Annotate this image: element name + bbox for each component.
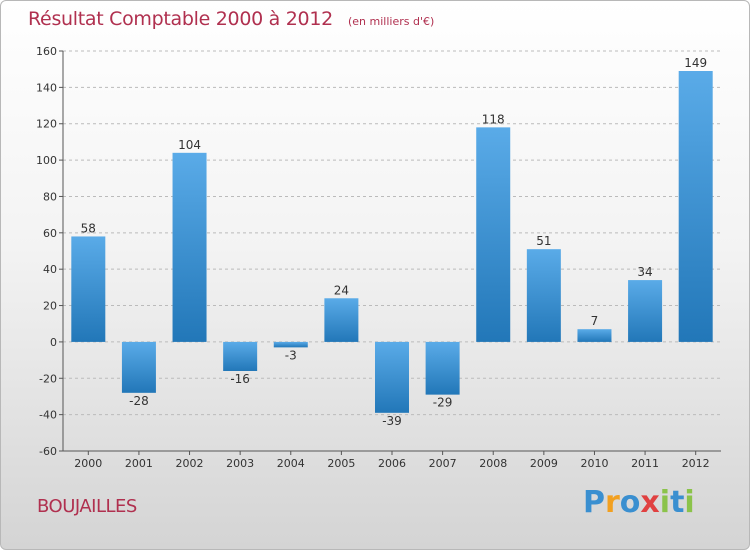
- data-label: 118: [482, 112, 505, 126]
- bar: [577, 329, 612, 342]
- x-tick-label: 2009: [530, 457, 558, 470]
- data-label: 149: [684, 56, 707, 70]
- x-tick-label: 2005: [327, 457, 355, 470]
- data-label: -3: [285, 348, 297, 362]
- y-tick-label: 60: [43, 227, 57, 240]
- bar: [476, 127, 511, 342]
- y-tick-label: 120: [36, 118, 57, 131]
- y-tick-label: -60: [39, 445, 57, 458]
- axes: -60 -40 -20 0 20 40 60 80 100 120 140 160 2000 2001 20…: [36, 45, 721, 470]
- bar: [324, 298, 359, 342]
- bar: [678, 71, 713, 342]
- x-tick-label: 2004: [277, 457, 305, 470]
- chart-title-text: Résultat Comptable 2000 à 2012: [28, 8, 333, 30]
- data-label: 34: [637, 265, 652, 279]
- bar: [425, 341, 460, 395]
- data-label: 24: [334, 283, 349, 297]
- logo-letter: i: [659, 485, 671, 520]
- y-tick-label: 20: [43, 300, 57, 313]
- bar: [121, 341, 156, 393]
- y-tick-label: -20: [39, 372, 57, 385]
- data-label: -28: [129, 394, 149, 408]
- x-tick-label: 2007: [429, 457, 457, 470]
- chart-title: Résultat Comptable 2000 à 2012 (en milli…: [28, 8, 434, 30]
- y-tick-label: 0: [50, 336, 57, 349]
- logo-letter: o: [619, 485, 641, 520]
- x-tick-label: 2006: [378, 457, 406, 470]
- logo-letter: t: [670, 485, 685, 520]
- x-tick-label: 2000: [74, 457, 102, 470]
- bar: [71, 236, 106, 342]
- logo-letter: i: [684, 485, 695, 520]
- x-tick-label: 2008: [479, 457, 507, 470]
- data-label: -29: [433, 396, 453, 410]
- x-tick-label: 2002: [176, 457, 204, 470]
- bar: [526, 249, 561, 342]
- y-tick-label: -40: [39, 409, 57, 422]
- y-tick-label: 160: [36, 45, 57, 58]
- bar: [273, 341, 308, 348]
- logo-letter: P: [583, 485, 605, 520]
- logo-letter: r: [605, 485, 620, 520]
- bar: [223, 341, 258, 371]
- bars: [71, 71, 713, 413]
- data-label: 104: [178, 138, 201, 152]
- data-label: -16: [230, 372, 250, 386]
- chart-unit-label: (en milliers d'€): [347, 15, 435, 28]
- x-tick-label: 2012: [682, 457, 710, 470]
- data-label: 51: [536, 234, 551, 248]
- data-label: -39: [382, 414, 402, 428]
- x-tick-label: 2001: [125, 457, 153, 470]
- x-tick-label: 2003: [226, 457, 254, 470]
- bar: [628, 280, 663, 342]
- y-tick-label: 140: [36, 81, 57, 94]
- proxiti-logo[interactable]: Proxiti: [583, 485, 695, 520]
- y-tick-label: 40: [43, 263, 57, 276]
- x-tick-label: 2010: [580, 457, 608, 470]
- y-tick-label: 80: [43, 190, 57, 203]
- bar: [172, 152, 207, 342]
- bar: [375, 341, 409, 413]
- logo-letter: x: [640, 485, 660, 520]
- y-tick-label: 100: [36, 154, 57, 167]
- data-labels: 58 -28 104 -16 -3 24 -39 -29 118 51 7 34 149: [81, 56, 707, 428]
- data-label: 7: [591, 314, 599, 328]
- x-tick-label: 2011: [631, 457, 659, 470]
- city-name: BOUJAILLES: [37, 496, 137, 517]
- data-label: 58: [81, 221, 96, 235]
